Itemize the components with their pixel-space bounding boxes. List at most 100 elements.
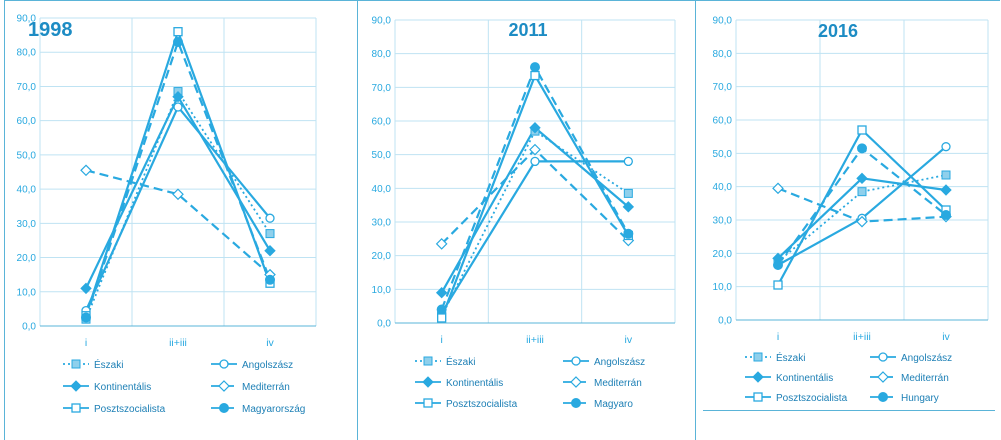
data-point-5-0 — [773, 260, 783, 270]
x-tick-label: i — [85, 337, 87, 349]
legend-label: Angolszász — [242, 360, 293, 371]
x-tick-label: i — [440, 334, 442, 346]
chart-2011: 0,0 10,0 20,0 30,0 40,0 50,0 60,0 70,0 80,0 90,0 i… — [372, 16, 676, 410]
y-tick-label: 0,0 — [22, 322, 36, 333]
data-point-2-1 — [856, 172, 868, 185]
data-point-5-2 — [941, 210, 951, 220]
x-tick-label: iv — [942, 331, 950, 343]
data-point-4-0 — [437, 313, 447, 323]
chart-panel-1998: 0,0 10,0 20,0 30,0 40,0 50,0 60,0 70,0 80,0 90,0 i… — [8, 0, 354, 440]
chart-2016: 0,0 10,0 20,0 30,0 40,0 50,0 60,0 70,0 80,0 90,0 i… — [713, 16, 989, 404]
data-point-3-0 — [435, 238, 448, 250]
legend-marker — [71, 359, 81, 369]
chart-1998: 0,0 10,0 20,0 30,0 40,0 50,0 60,0 70,0 80,0 90,0 i… — [17, 14, 317, 415]
frame-line-panel-2016-bottom — [703, 410, 995, 411]
y-tick-label: 50,0 — [17, 150, 37, 161]
y-tick-label: 40,0 — [17, 185, 37, 196]
data-point-3-1 — [172, 188, 184, 201]
legend-label: Északi — [94, 358, 123, 371]
legend-marker — [218, 380, 230, 392]
legend-label: Posztszocialista — [446, 399, 518, 410]
legend-marker — [877, 371, 889, 383]
data-point-3-1 — [856, 215, 868, 228]
data-point-0-2 — [941, 170, 951, 180]
y-tick-label: 10,0 — [17, 287, 37, 298]
legend-marker — [71, 403, 81, 413]
data-point-5-0 — [436, 304, 447, 315]
legend-label: Kontinentális — [446, 378, 503, 389]
data-point-5-2 — [623, 228, 634, 239]
y-tick-label: 0,0 — [718, 316, 732, 327]
chart-title: 2016 — [818, 21, 858, 41]
data-point-2-1 — [529, 122, 541, 134]
data-point-5-1 — [173, 36, 183, 47]
legend-marker — [878, 352, 888, 362]
legend-label: Hungary — [901, 393, 939, 404]
y-tick-label: 0,0 — [377, 319, 391, 330]
data-point-5-1 — [530, 62, 540, 73]
frame-line-left — [4, 0, 5, 440]
y-tick-label: 50,0 — [372, 150, 392, 161]
y-tick-label: 50,0 — [713, 149, 733, 160]
x-tick-label: ii+iii — [169, 337, 187, 349]
data-point-0-2 — [623, 188, 633, 198]
legend-marker — [752, 371, 764, 383]
legend-label: Mediterrán — [594, 378, 642, 389]
frame-line-1 — [357, 0, 358, 440]
data-point-2-2 — [264, 245, 276, 257]
legend-label: Magyaro — [594, 399, 633, 410]
legend-marker — [570, 376, 582, 388]
y-tick-label: 20,0 — [17, 253, 37, 264]
legend-marker — [571, 356, 581, 366]
legend-marker — [878, 392, 888, 402]
data-point-0-1 — [857, 187, 867, 197]
x-tick-label: iv — [625, 334, 633, 346]
series-line-5 — [84, 40, 272, 318]
data-point-1-2 — [265, 213, 275, 223]
frame-line-top — [4, 0, 1000, 1]
data-point-1-1 — [530, 156, 540, 167]
legend-marker — [753, 352, 763, 362]
data-point-5-0 — [81, 312, 91, 323]
y-tick-label: 60,0 — [713, 116, 733, 127]
legend-label: Mediterrán — [242, 382, 290, 393]
legend-label: Északi — [446, 355, 475, 368]
legend-label: Angolszász — [901, 353, 952, 364]
y-tick-label: 90,0 — [372, 16, 392, 27]
series-line-5 — [777, 147, 947, 266]
legend-label: Kontinentális — [776, 373, 833, 384]
legend-label: Mediterrán — [901, 373, 949, 384]
data-point-5-1 — [857, 143, 867, 154]
legend-marker — [70, 380, 82, 392]
data-point-1-2 — [623, 156, 633, 167]
chart-panel-2011: 0,0 10,0 20,0 30,0 40,0 50,0 60,0 70,0 80,0 90,0 i… — [360, 0, 692, 440]
y-tick-label: 30,0 — [372, 218, 392, 229]
legend-marker — [423, 398, 433, 408]
y-tick-label: 40,0 — [713, 182, 733, 193]
data-point-2-1 — [172, 91, 184, 103]
x-tick-label: iv — [266, 337, 274, 349]
chart-panel-2016: 0,0 10,0 20,0 30,0 40,0 50,0 60,0 70,0 80,0 90,0 i… — [700, 0, 998, 440]
x-tick-label: ii+iii — [526, 334, 544, 346]
y-tick-label: 80,0 — [17, 48, 37, 59]
frame-line-2 — [695, 0, 696, 440]
y-tick-label: 80,0 — [713, 49, 733, 60]
legend-marker — [423, 356, 433, 366]
legend-label: Posztszocialista — [94, 404, 166, 415]
data-point-3-0 — [80, 164, 92, 177]
y-tick-label: 40,0 — [372, 184, 392, 195]
data-point-3-0 — [772, 182, 784, 195]
legend-marker — [219, 403, 229, 413]
data-point-4-1 — [857, 125, 867, 135]
x-tick-label: i — [777, 331, 779, 343]
legend-label: Kontinentális — [94, 382, 151, 393]
data-point-0-2 — [265, 229, 275, 239]
series-line-1 — [777, 145, 947, 266]
y-tick-label: 90,0 — [713, 16, 733, 27]
y-tick-label: 10,0 — [713, 282, 733, 293]
legend-marker — [219, 359, 229, 369]
data-point-4-1 — [173, 27, 183, 37]
data-point-4-1 — [530, 70, 540, 81]
data-point-4-0 — [773, 280, 783, 290]
y-tick-label: 70,0 — [713, 82, 733, 93]
